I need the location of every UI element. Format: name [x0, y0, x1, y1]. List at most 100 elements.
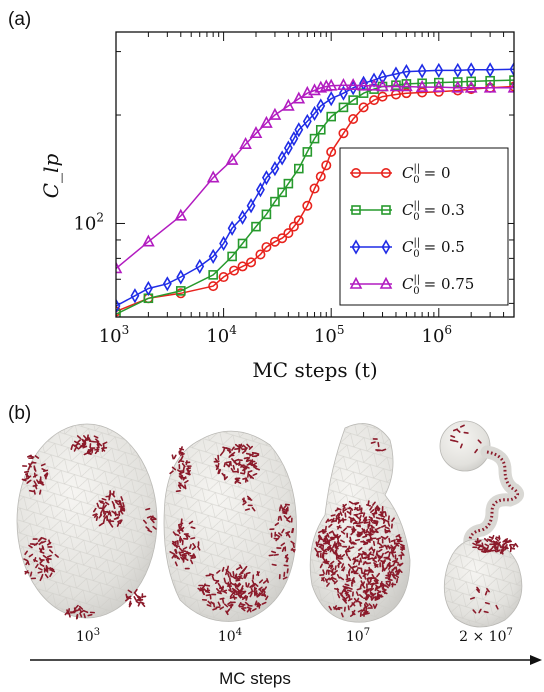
protein-dot	[387, 521, 391, 527]
protein-dot	[178, 551, 182, 557]
protein-dot	[147, 529, 153, 533]
series-3-point	[256, 182, 265, 198]
legend-label-4: C|| 0 = 0.75	[402, 274, 474, 297]
protein-dot	[340, 539, 345, 543]
protein-dot	[374, 603, 378, 609]
protein-dot	[472, 542, 478, 546]
protein-dot	[239, 591, 243, 597]
protein-dot	[351, 609, 356, 615]
series-1-point	[309, 183, 320, 194]
protein-dot	[474, 448, 478, 454]
protein-dot	[373, 582, 379, 585]
protein-dot	[205, 593, 211, 597]
protein-dot	[23, 470, 30, 473]
legend-marker	[349, 276, 363, 289]
protein-dot	[249, 584, 254, 588]
protein-dot	[331, 578, 336, 583]
legend-marker	[381, 205, 391, 215]
protein-dot	[314, 547, 318, 553]
protein-dot	[169, 470, 174, 475]
legend-marker	[379, 276, 393, 289]
protein-dot	[109, 490, 112, 496]
protein-dot	[197, 545, 201, 551]
protein-dot	[266, 578, 269, 584]
protein-dot	[382, 591, 388, 595]
protein-dot	[251, 583, 256, 588]
protein-dot	[54, 553, 59, 558]
series-4	[116, 77, 514, 274]
protein-dot	[321, 553, 324, 559]
protein-dot	[245, 459, 251, 463]
protein-dot	[384, 535, 389, 540]
protein-dot	[329, 538, 335, 542]
protein-dot	[372, 548, 376, 554]
protein-dot	[96, 446, 99, 452]
protein-dot	[370, 441, 376, 444]
protein-dot	[114, 499, 120, 503]
legend-entry-4: C|| 0 = 0.75	[349, 274, 474, 297]
series-4-point	[464, 80, 478, 93]
series-4-point	[116, 261, 123, 274]
protein-dot	[24, 570, 29, 575]
series-4-point	[507, 80, 514, 93]
legend-marker	[350, 168, 361, 179]
protein-dot	[178, 536, 182, 542]
protein-dot	[213, 579, 220, 582]
protein-dot	[234, 443, 240, 448]
svg-text:103: 103	[76, 627, 100, 645]
protein-dot	[449, 439, 456, 442]
protein-dot	[177, 529, 181, 535]
protein-dot	[149, 515, 154, 520]
protein-dot	[325, 577, 331, 582]
protein-dot	[335, 512, 340, 518]
protein-dot	[227, 601, 232, 605]
protein-dot	[279, 515, 283, 521]
series-1-point	[255, 249, 266, 260]
protein-dot	[249, 475, 255, 480]
protein-dot	[40, 481, 45, 486]
protein-dot	[390, 539, 396, 543]
protein-dot	[232, 464, 236, 470]
series-2-point	[348, 95, 358, 105]
series-3-point	[270, 161, 280, 177]
protein-dot	[376, 537, 382, 541]
series-1-point	[417, 87, 428, 98]
series-1-point	[293, 215, 304, 226]
protein-dot	[174, 549, 178, 555]
protein-dot	[281, 528, 285, 534]
protein-dot	[185, 472, 191, 476]
protein-dot	[351, 602, 356, 607]
protein-dot	[32, 543, 38, 546]
series-2-point	[302, 147, 313, 157]
protein-dot	[326, 582, 330, 587]
protein-dot	[186, 467, 192, 470]
protein-dot	[481, 542, 484, 548]
protein-dot	[339, 511, 343, 517]
protein-dot	[333, 551, 338, 557]
series-4-point	[174, 208, 188, 221]
protein-dot	[369, 506, 373, 511]
y-tick-label-1: 102	[73, 210, 104, 234]
protein-dot	[46, 565, 49, 571]
protein-dot	[178, 475, 183, 480]
protein-dot	[32, 484, 38, 487]
protein-dot	[49, 549, 54, 554]
protein-dot	[401, 546, 404, 552]
protein-dot	[180, 455, 184, 461]
protein-dot	[171, 554, 176, 559]
protein-dot	[478, 608, 482, 614]
protein-dot	[472, 609, 477, 614]
legend-marker	[381, 239, 391, 255]
series-4-point	[389, 79, 403, 92]
protein-dot	[275, 534, 281, 538]
protein-dot	[331, 577, 337, 581]
protein-dot	[83, 613, 86, 619]
protein-dot	[503, 546, 509, 550]
protein-dot	[219, 606, 225, 610]
protein-dot	[347, 587, 353, 590]
protein-dot	[358, 594, 364, 599]
series-1-point	[288, 221, 299, 232]
protein-dot	[142, 519, 147, 524]
protein-dot	[248, 445, 253, 450]
protein-dot	[244, 574, 248, 579]
